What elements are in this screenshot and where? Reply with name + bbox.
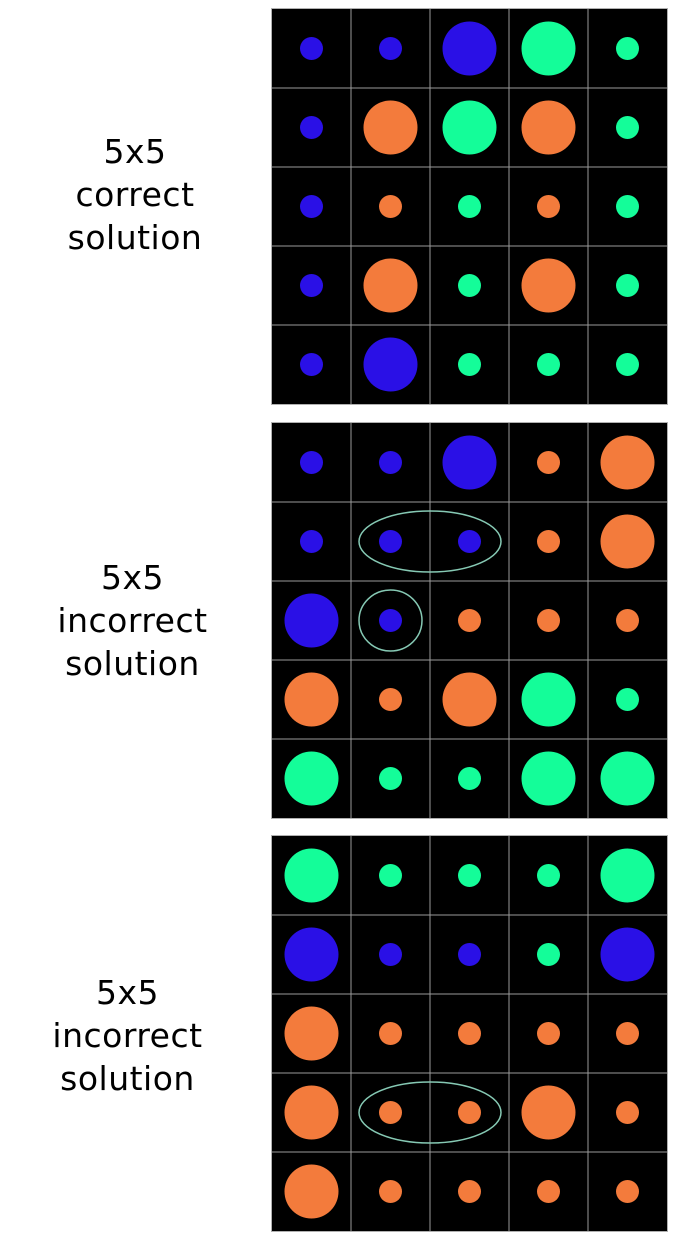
label-kind: solution [65, 644, 200, 683]
label-size: 5x5 [95, 973, 160, 1012]
puzzle-board [271, 422, 668, 819]
green-large-dot[interactable] [600, 751, 655, 806]
green-small-dot[interactable] [616, 37, 639, 60]
green-large-dot[interactable] [284, 751, 339, 806]
orange-large-dot[interactable] [284, 672, 339, 727]
orange-small-dot[interactable] [616, 1022, 639, 1045]
orange-small-dot[interactable] [537, 195, 560, 218]
orange-large-dot[interactable] [284, 1164, 339, 1219]
orange-small-dot[interactable] [379, 195, 402, 218]
blue-small-dot[interactable] [300, 37, 323, 60]
orange-small-dot[interactable] [616, 609, 639, 632]
blue-large-dot[interactable] [442, 435, 497, 490]
orange-small-dot[interactable] [458, 1180, 481, 1203]
green-small-dot[interactable] [458, 864, 481, 887]
blue-large-dot[interactable] [600, 927, 655, 982]
blue-small-dot[interactable] [379, 37, 402, 60]
green-large-dot[interactable] [442, 100, 497, 155]
puzzle-label: 5x5 correct solution [40, 130, 230, 259]
orange-large-dot[interactable] [442, 672, 497, 727]
green-large-dot[interactable] [521, 751, 576, 806]
green-small-dot[interactable] [537, 943, 560, 966]
orange-large-dot[interactable] [363, 100, 418, 155]
board-grid [272, 423, 667, 818]
error-highlight-ring [358, 589, 423, 652]
puzzle-label: 5x5 incorrect solution [35, 556, 230, 685]
blue-large-dot[interactable] [442, 21, 497, 76]
puzzle-panel-1: 5x5 correct solution [0, 0, 680, 410]
puzzle-panel-2: 5x5 incorrect solution [0, 410, 680, 825]
orange-small-dot[interactable] [537, 609, 560, 632]
blue-small-dot[interactable] [300, 530, 323, 553]
green-small-dot[interactable] [616, 353, 639, 376]
orange-small-dot[interactable] [537, 530, 560, 553]
green-small-dot[interactable] [379, 767, 402, 790]
orange-small-dot[interactable] [458, 609, 481, 632]
error-highlight-ring [358, 1081, 502, 1144]
green-small-dot[interactable] [458, 767, 481, 790]
green-large-dot[interactable] [521, 672, 576, 727]
board-grid [272, 9, 667, 404]
orange-small-dot[interactable] [616, 1180, 639, 1203]
orange-large-dot[interactable] [284, 1006, 339, 1061]
green-large-dot[interactable] [600, 848, 655, 903]
blue-large-dot[interactable] [363, 337, 418, 392]
orange-small-dot[interactable] [537, 1180, 560, 1203]
blue-small-dot[interactable] [300, 116, 323, 139]
orange-large-dot[interactable] [284, 1085, 339, 1140]
green-small-dot[interactable] [458, 195, 481, 218]
green-small-dot[interactable] [616, 195, 639, 218]
label-size: 5x5 [100, 558, 165, 597]
green-small-dot[interactable] [616, 688, 639, 711]
label-status: correct [75, 175, 195, 214]
puzzle-board [271, 8, 668, 405]
orange-large-dot[interactable] [521, 1085, 576, 1140]
green-small-dot[interactable] [379, 864, 402, 887]
green-small-dot[interactable] [458, 353, 481, 376]
blue-small-dot[interactable] [300, 451, 323, 474]
blue-small-dot[interactable] [379, 943, 402, 966]
orange-small-dot[interactable] [458, 1101, 481, 1124]
label-status: incorrect [57, 601, 208, 640]
label-kind: solution [60, 1059, 195, 1098]
label-size: 5x5 [103, 132, 167, 171]
orange-large-dot[interactable] [363, 258, 418, 313]
blue-small-dot[interactable] [458, 943, 481, 966]
green-small-dot[interactable] [458, 274, 481, 297]
orange-large-dot[interactable] [521, 258, 576, 313]
green-small-dot[interactable] [537, 353, 560, 376]
blue-small-dot[interactable] [300, 195, 323, 218]
blue-small-dot[interactable] [379, 609, 402, 632]
green-small-dot[interactable] [616, 274, 639, 297]
orange-large-dot[interactable] [521, 100, 576, 155]
orange-small-dot[interactable] [616, 1101, 639, 1124]
blue-large-dot[interactable] [284, 927, 339, 982]
orange-small-dot[interactable] [379, 1022, 402, 1045]
label-kind: solution [67, 218, 203, 257]
error-highlight-ring [358, 510, 502, 573]
puzzle-board [271, 835, 668, 1232]
blue-small-dot[interactable] [458, 530, 481, 553]
board-grid [272, 836, 667, 1231]
blue-small-dot[interactable] [379, 451, 402, 474]
orange-small-dot[interactable] [379, 688, 402, 711]
green-small-dot[interactable] [537, 864, 560, 887]
blue-small-dot[interactable] [300, 274, 323, 297]
green-large-dot[interactable] [521, 21, 576, 76]
label-status: incorrect [52, 1016, 203, 1055]
orange-small-dot[interactable] [379, 1180, 402, 1203]
green-large-dot[interactable] [284, 848, 339, 903]
orange-small-dot[interactable] [537, 451, 560, 474]
orange-large-dot[interactable] [600, 435, 655, 490]
puzzle-label: 5x5 incorrect solution [30, 971, 225, 1100]
blue-large-dot[interactable] [284, 593, 339, 648]
puzzle-panel-3: 5x5 incorrect solution [0, 825, 680, 1245]
blue-small-dot[interactable] [300, 353, 323, 376]
blue-small-dot[interactable] [379, 530, 402, 553]
orange-small-dot[interactable] [458, 1022, 481, 1045]
orange-small-dot[interactable] [379, 1101, 402, 1124]
orange-small-dot[interactable] [537, 1022, 560, 1045]
green-small-dot[interactable] [616, 116, 639, 139]
orange-large-dot[interactable] [600, 514, 655, 569]
